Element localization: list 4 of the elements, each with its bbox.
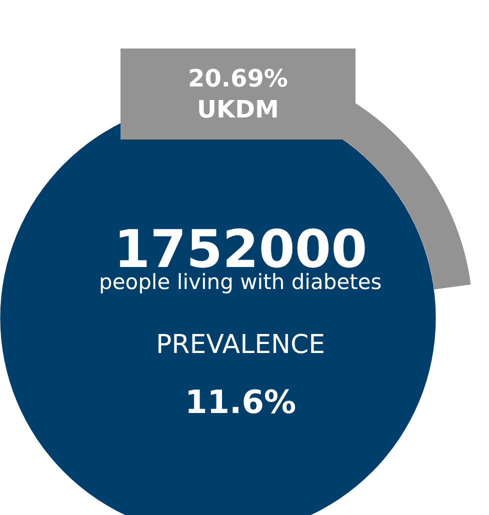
text: 11.6% — [185, 383, 296, 421]
text: PREVALENCE — [156, 330, 326, 360]
data-label: 20.69% — [188, 64, 288, 92]
slice-label: UKDM — [197, 96, 279, 124]
